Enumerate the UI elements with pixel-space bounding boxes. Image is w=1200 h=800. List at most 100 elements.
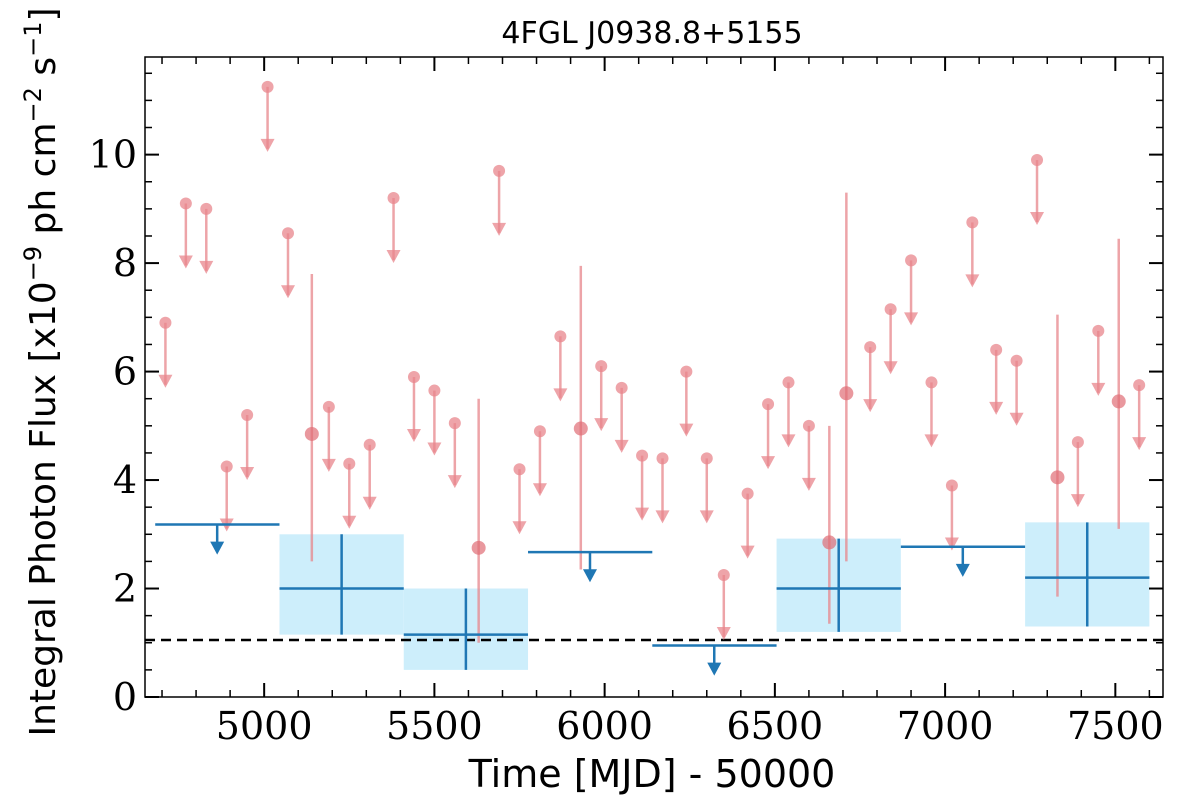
monthly-upper-limit-head [1030,212,1045,226]
monthly-upper-limit-head [158,374,173,388]
monthly-upper-limit-point [1031,154,1044,167]
monthly-points-layer [158,80,1147,643]
monthly-upper-limit-point [241,408,254,421]
monthly-upper-limit-point [200,202,213,215]
x-tick-label: 7000 [897,704,994,748]
monthly-upper-limit-head [406,429,421,442]
monthly-upper-limit-point [656,452,669,465]
monthly-upper-limit-head [342,515,357,529]
monthly-upper-limit-head [240,466,255,480]
monthly-upper-limit-point [322,400,335,413]
monthly-upper-limit-point [700,452,713,465]
monthly-upper-limit-head [655,510,670,524]
monthly-upper-limit-head [716,626,731,640]
yearly-upper-limit-head [707,662,722,676]
monthly-upper-limit-point [615,381,628,394]
yearly-upper-limit-head [955,563,970,577]
yearly-points-layer [155,522,1150,676]
y-tick-label: 2 [113,567,137,611]
monthly-upper-limit-head [740,545,755,559]
monthly-upper-limit-point [802,419,815,432]
monthly-upper-limit-head [1091,382,1106,396]
monthly-upper-limit-head [594,418,609,432]
monthly-detection-point [1050,470,1065,485]
monthly-upper-limit-point [493,164,506,177]
monthly-upper-limit-head [863,399,878,413]
monthly-detection-point [822,535,837,550]
monthly-upper-limit-head [679,423,694,437]
plot-frame [144,56,1164,698]
monthly-upper-limit-head [260,138,275,152]
monthly-detection-point [471,540,486,555]
x-axis-label: Time [MJD] - 50000 [468,752,836,796]
monthly-upper-limit-point [407,371,420,383]
monthly-upper-limit-head [904,312,919,326]
monthly-upper-limit-point [884,303,897,316]
x-tick-label: 6000 [556,704,653,748]
monthly-upper-limit-head [280,285,295,299]
monthly-upper-limit-point [533,425,546,438]
monthly-upper-limit-point [990,343,1003,356]
monthly-upper-limit-head [321,458,336,472]
monthly-upper-limit-point [717,568,730,581]
monthly-upper-limit-point [925,376,938,389]
monthly-upper-limit-head [532,483,547,497]
monthly-upper-limit-point [1010,354,1023,367]
monthly-upper-limit-head [492,222,507,236]
x-tick-label: 5000 [216,704,313,748]
monthly-detection-point [1111,394,1126,409]
monthly-upper-limit-head [1009,412,1024,426]
axes-layer: 5000 5500 6000 6500 7000 7500 0 2 4 6 8 10 [89,56,1164,748]
y-tick-label: 10 [89,133,137,177]
monthly-upper-limit-head [362,496,377,510]
monthly-upper-limit-point [363,438,376,451]
x-tick-label: 7500 [1067,704,1164,748]
monthly-upper-limit-head [761,456,776,470]
monthly-upper-limit-point [428,384,441,397]
monthly-upper-limit-point [448,417,461,430]
monthly-upper-limit-head [386,250,401,264]
monthly-upper-limit-head [199,260,214,274]
monthly-upper-limit-head [924,434,939,448]
monthly-upper-limit-head [883,361,898,375]
yearly-upper-limit-head [210,541,225,555]
chart-title: 4FGL J0938.8+5155 [501,16,802,51]
y-tick-label: 0 [113,675,137,719]
monthly-upper-limit-point [387,192,400,205]
monthly-upper-limit-head [801,477,816,491]
monthly-upper-limit-point [945,479,958,492]
monthly-upper-limit-point [343,457,356,470]
y-tick-label: 6 [113,350,137,394]
monthly-upper-limit-point [179,197,192,210]
monthly-upper-limit-head [989,401,1004,415]
monthly-upper-limit-head [965,274,980,288]
monthly-upper-limit-point [261,80,274,93]
monthly-upper-limit-point [741,487,754,500]
monthly-detection-point [573,421,588,436]
monthly-upper-limit-head [512,521,527,535]
monthly-upper-limit-point [1133,379,1146,392]
monthly-upper-limit-point [864,341,877,354]
monthly-upper-limit-point [1092,324,1105,337]
monthly-upper-limit-point [220,460,233,473]
monthly-upper-limit-point [966,216,979,229]
monthly-upper-limit-head [1132,437,1147,451]
x-tick-label: 6500 [727,704,824,748]
monthly-upper-limit-point [554,330,567,343]
monthly-upper-limit-head [781,434,796,448]
monthly-upper-limit-point [636,449,649,462]
monthly-upper-limit-point [762,398,775,411]
monthly-upper-limit-head [699,510,714,524]
monthly-upper-limit-head [178,255,193,269]
monthly-detection-point [304,426,319,441]
monthly-upper-limit-point [1071,436,1084,449]
y-axis-label: Integral Photon Flux [x10−9 ph cm−2 s−1] [19,7,64,736]
y-tick-label: 4 [113,458,137,502]
monthly-upper-limit-point [513,463,526,476]
monthly-upper-limit-point [159,316,172,329]
monthly-upper-limit-head [447,475,462,489]
monthly-upper-limit-point [595,360,608,373]
monthly-upper-limit-head [944,537,959,551]
monthly-upper-limit-head [553,388,568,402]
